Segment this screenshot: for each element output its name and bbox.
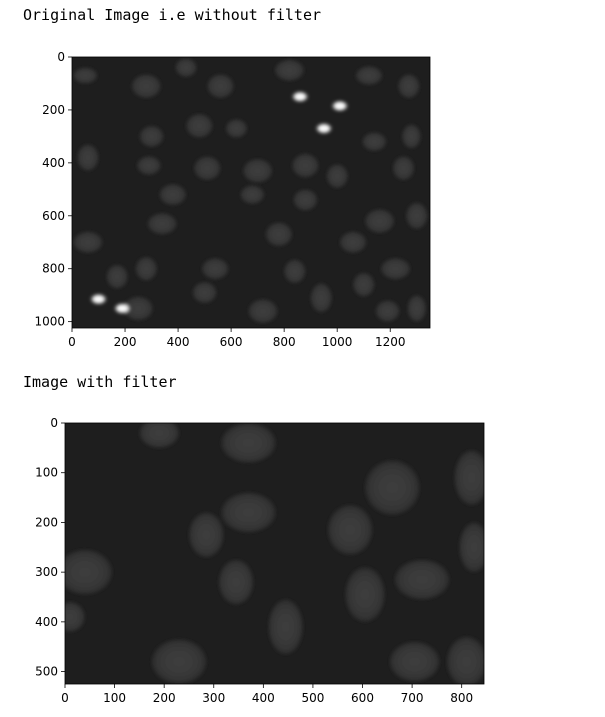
y-tick-label: 0	[57, 50, 65, 64]
y-tick-label: 800	[42, 262, 65, 276]
x-tick-label: 500	[301, 691, 324, 705]
x-tick-label: 700	[401, 691, 424, 705]
cell-nucleus	[147, 213, 177, 235]
cell-nucleus	[65, 601, 85, 632]
cell-nucleus	[188, 512, 224, 558]
cell-nucleus	[207, 74, 234, 99]
cell-nucleus	[407, 295, 427, 322]
cell-nucleus	[151, 639, 207, 684]
cell-nuclei	[65, 423, 484, 684]
bright-nucleus	[330, 99, 349, 112]
cell-nucleus	[459, 522, 484, 573]
y-tick-label: 600	[42, 209, 65, 223]
y-tick-label: 1000	[34, 315, 65, 329]
cell-nucleus	[218, 559, 254, 605]
x-tick-label: 0	[61, 691, 69, 705]
cell-nucleus	[159, 184, 187, 206]
cell-nucleus	[106, 264, 128, 289]
cell-nucleus	[402, 124, 421, 149]
cell-nucleus	[240, 185, 265, 204]
cell-nucleus	[355, 66, 383, 85]
cell-nucleus	[248, 299, 278, 323]
cell-nucleus	[73, 231, 103, 253]
cell-nucleus	[394, 559, 450, 600]
x-tick-label: 600	[351, 691, 374, 705]
cell-nucleus	[73, 67, 98, 84]
cell-nucleus	[123, 296, 153, 321]
y-tick-label: 200	[42, 103, 65, 117]
cell-nucleus	[339, 231, 367, 253]
x-tick-label: 300	[202, 691, 225, 705]
cell-nucleus	[268, 599, 304, 655]
cell-nucleus	[192, 281, 217, 304]
cell-nucleus	[284, 259, 306, 284]
cell-nucleus	[362, 132, 387, 151]
bright-nucleus	[89, 293, 108, 306]
cell-nucleus	[186, 113, 213, 138]
cell-nucleus	[225, 119, 248, 138]
bright-nucleus	[113, 302, 132, 315]
y-tick-label: 100	[35, 466, 58, 480]
cell-nucleus	[406, 202, 428, 230]
cell-nucleus	[77, 144, 99, 171]
cell-nucleus	[139, 125, 164, 147]
cell-nucleus	[389, 641, 440, 682]
x-tick-label: 200	[153, 691, 176, 705]
cell-nucleus	[131, 74, 161, 99]
x-tick-label: 400	[167, 335, 190, 349]
cell-nucleus	[353, 272, 375, 297]
y-tick-label: 300	[35, 565, 58, 579]
x-tick-label: 800	[450, 691, 473, 705]
cell-nucleus	[136, 156, 161, 175]
y-tick-label: 500	[35, 665, 58, 679]
y-tick-label: 0	[50, 416, 58, 430]
cell-nucleus	[265, 222, 293, 247]
image-plot-2: 0 100 200 300 400 500 600 700 800 0 100 200 300 400 50…	[35, 416, 485, 705]
cell-nucleus	[193, 156, 221, 181]
cell-nucleus	[221, 492, 276, 533]
x-tick-label: 1200	[375, 335, 406, 349]
cell-nucleus	[274, 59, 305, 81]
cell-nucleus	[243, 158, 273, 183]
image-frame	[64, 422, 485, 685]
cell-nucleus	[201, 258, 229, 280]
caption-original-image: Original Image i.e without filter	[23, 6, 322, 24]
cell-nucleus	[364, 460, 420, 515]
y-tick-label: 400	[35, 615, 58, 629]
cell-nucleus	[310, 283, 332, 313]
cell-nucleus	[135, 256, 157, 281]
cell-nucleus	[293, 189, 318, 211]
x-tick-label: 1000	[322, 335, 353, 349]
cell-nucleus	[221, 423, 276, 463]
cell-nucleus	[380, 258, 411, 280]
cell-nucleus	[175, 58, 197, 77]
image-frame	[71, 56, 431, 329]
x-tick-label: 0	[68, 335, 76, 349]
image-plot-1: 0 200 400 600 800 1000 1200 0 200 400 600 800 1000	[34, 50, 431, 349]
y-tick-label: 200	[35, 515, 58, 529]
cell-nucleus	[326, 164, 348, 189]
cell-nucleus	[398, 74, 420, 99]
cell-nucleus	[139, 423, 180, 448]
cell-nucleus	[65, 549, 113, 595]
x-tick-label: 200	[114, 335, 137, 349]
x-tick-label: 100	[103, 691, 126, 705]
y-tick-label: 400	[42, 156, 65, 170]
x-tick-label: 600	[220, 335, 243, 349]
cell-nuclei	[73, 58, 428, 323]
cell-nucleus	[345, 567, 385, 622]
cell-nucleus	[365, 209, 395, 233]
x-tick-label: 800	[273, 335, 296, 349]
cell-nucleus	[375, 300, 400, 322]
bright-nucleus	[314, 122, 333, 135]
caption-filtered-image: Image with filter	[23, 373, 177, 391]
bright-nucleus	[291, 90, 310, 103]
cell-nucleus	[454, 450, 484, 506]
cell-nucleus	[327, 505, 373, 555]
cell-nucleus	[292, 153, 319, 178]
cell-nucleus	[392, 156, 415, 181]
cell-nucleus	[446, 636, 484, 684]
x-tick-label: 400	[252, 691, 275, 705]
